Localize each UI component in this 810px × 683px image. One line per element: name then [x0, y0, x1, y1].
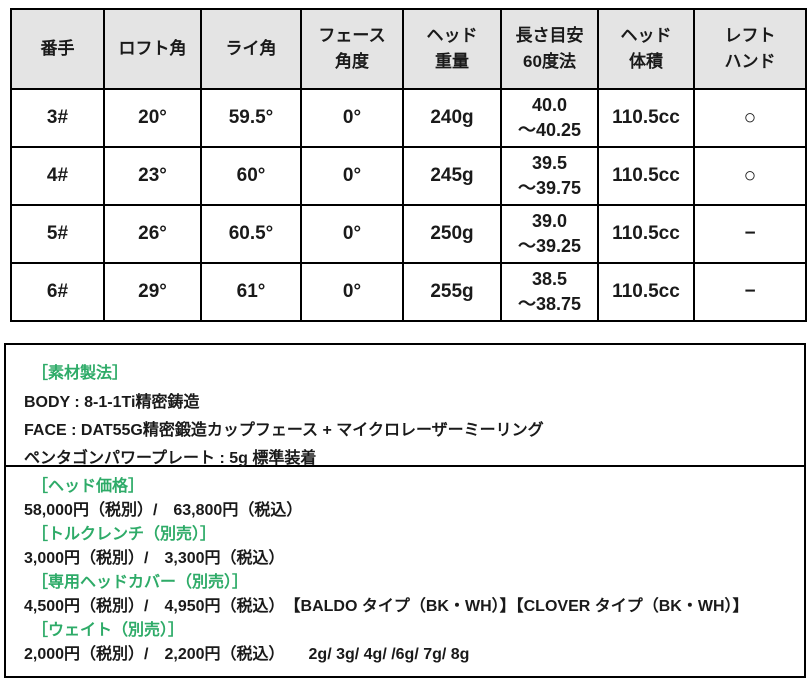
- table-row-6: 6# 29° 61° 0° 255g 38.5 ～38.75 110.5cc −: [10, 262, 807, 322]
- table-row-5: 5# 26° 60.5° 0° 250g 39.0 ～39.25 110.5cc…: [10, 204, 807, 264]
- torque-wrench-heading: ［トルクレンチ（別売）］: [32, 526, 217, 543]
- cell-face-angle: 0°: [300, 88, 404, 148]
- cell-head-weight: 255g: [402, 262, 502, 322]
- cell-lie-angle: 59.5°: [200, 88, 302, 148]
- header-head-volume: ヘッド 体積: [597, 8, 695, 90]
- cell-lie-angle: 60.5°: [200, 204, 302, 264]
- cell-club-number: 6#: [10, 262, 105, 322]
- header-head-weight: ヘッド 重量: [402, 8, 502, 90]
- cell-length-guide: 40.0 ～40.25: [500, 88, 599, 148]
- material-section-heading: ［素材製法］: [32, 365, 129, 382]
- table-row-3: 3# 20° 59.5° 0° 240g 40.0 ～40.25 110.5cc…: [10, 88, 807, 148]
- header-length-guide: 長さ目安 60度法: [500, 8, 599, 90]
- cell-face-angle: 0°: [300, 262, 404, 322]
- cell-loft-angle: 23°: [103, 146, 202, 206]
- cell-head-volume: 110.5cc: [597, 204, 695, 264]
- pricing-section: ［ヘッド価格］ 58,000円（税別）/ 63,800円（税込） ［トルクレンチ…: [6, 467, 804, 667]
- cell-head-weight: 240g: [402, 88, 502, 148]
- cell-head-volume: 110.5cc: [597, 88, 695, 148]
- table-row-4: 4# 23° 60° 0° 245g 39.5 ～39.75 110.5cc ○: [10, 146, 807, 206]
- header-loft-angle: ロフト角: [103, 8, 202, 90]
- cell-lie-angle: 60°: [200, 146, 302, 206]
- material-section: ［素材製法］ BODY : 8-1-1Ti精密鋳造 FACE : DAT55G精…: [6, 345, 804, 467]
- material-face-line: FACE : DAT55G精密鍛造カップフェース + マイクロレーザーミーリング: [24, 422, 544, 439]
- cell-left-hand-unavailable: −: [693, 262, 807, 322]
- product-info-box: ［素材製法］ BODY : 8-1-1Ti精密鋳造 FACE : DAT55G精…: [4, 343, 806, 678]
- cell-lie-angle: 61°: [200, 262, 302, 322]
- weight-heading: ［ウェイト（別売）］: [32, 622, 185, 639]
- header-lie-angle: ライ角: [200, 8, 302, 90]
- head-cover-value: 4,500円（税別）/ 4,950円（税込） 【BALDO タイプ（BK・WH）…: [24, 598, 749, 615]
- weight-value: 2,000円（税別）/ 2,200円（税込） 2g/ 3g/ 4g/ /6g/ …: [24, 646, 470, 663]
- torque-wrench-value: 3,000円（税別）/ 3,300円（税込）: [24, 550, 285, 567]
- header-face-angle: フェース 角度: [300, 8, 404, 90]
- cell-face-angle: 0°: [300, 146, 404, 206]
- cell-head-volume: 110.5cc: [597, 262, 695, 322]
- head-price-heading: ［ヘッド価格］: [32, 478, 145, 495]
- cell-loft-angle: 20°: [103, 88, 202, 148]
- table-header-row: 番手 ロフト角 ライ角 フェース 角度 ヘッド 重量 長さ目安 60度法 ヘッド…: [10, 8, 807, 90]
- cell-club-number: 5#: [10, 204, 105, 264]
- head-cover-heading: ［専用ヘッドカバー（別売）］: [32, 574, 249, 591]
- cell-head-volume: 110.5cc: [597, 146, 695, 206]
- cell-face-angle: 0°: [300, 204, 404, 264]
- header-club-number: 番手: [10, 8, 105, 90]
- cell-club-number: 4#: [10, 146, 105, 206]
- cell-left-hand-available: ○: [693, 146, 807, 206]
- cell-club-number: 3#: [10, 88, 105, 148]
- cell-left-hand-available: ○: [693, 88, 807, 148]
- cell-loft-angle: 26°: [103, 204, 202, 264]
- material-plate-line: ペンタゴンパワープレート : 5g 標準装着: [24, 450, 317, 467]
- cell-left-hand-unavailable: −: [693, 204, 807, 264]
- cell-length-guide: 39.0 ～39.25: [500, 204, 599, 264]
- cell-loft-angle: 29°: [103, 262, 202, 322]
- cell-head-weight: 245g: [402, 146, 502, 206]
- head-price-value: 58,000円（税別）/ 63,800円（税込）: [24, 502, 303, 519]
- club-spec-table: 番手 ロフト角 ライ角 フェース 角度 ヘッド 重量 長さ目安 60度法 ヘッド…: [10, 8, 807, 322]
- header-left-hand: レフト ハンド: [693, 8, 807, 90]
- cell-length-guide: 39.5 ～39.75: [500, 146, 599, 206]
- material-body-line: BODY : 8-1-1Ti精密鋳造: [24, 394, 200, 411]
- cell-head-weight: 250g: [402, 204, 502, 264]
- cell-length-guide: 38.5 ～38.75: [500, 262, 599, 322]
